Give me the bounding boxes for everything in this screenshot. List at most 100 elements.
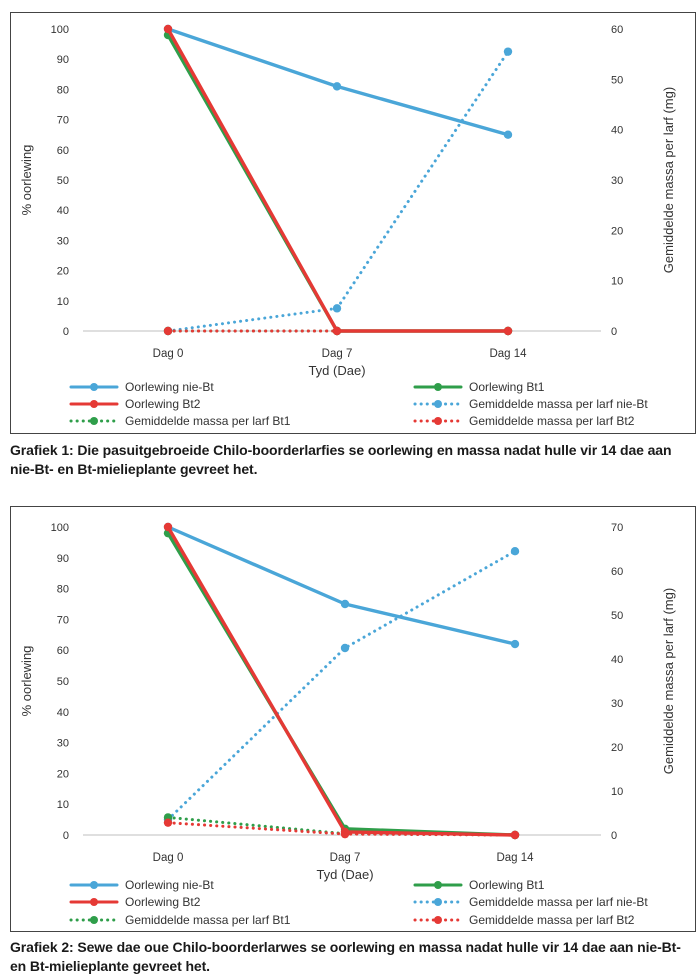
chart-1-data-point-gemiddelde-massa-per-larf-bt2 [163,326,173,336]
chart-2-data-point-oorlewing-bt2 [340,827,350,837]
chart-1-y2-tick-label: 0 [611,326,617,338]
chart-2-x-tick-label: Dag 7 [330,852,361,864]
chart-1-legend-label-oorlewing-bt1: Oorlewing Bt1 [469,380,545,394]
chart-1-y2-axis-title: Gemiddelde massa per larf (mg) [661,87,676,273]
chart-2-data-point-oorlewing-bt2 [163,522,173,532]
chart-2-series-line-oorlewing-bt2 [166,525,517,837]
chart-2-y-tick-label: 10 [57,799,69,811]
chart-2-series-line-gemiddelde-massa-per-larf-nie-bt [166,549,517,822]
chart-2-y2-tick-label: 40 [611,654,623,666]
chart-2-data-point-gemiddelde-massa-per-larf-nie-bt [510,547,520,556]
chart-1-legend-label-gemiddelde-massa-per-larf-bt1: Gemiddelde massa per larf Bt1 [125,414,291,428]
chart-1-y-tick-label: 100 [51,24,69,36]
chart-1-y-tick-label: 50 [57,175,69,187]
chart-1-y-axis-title: % oorlewing [19,145,34,216]
chart-2-legend-marker-gemiddelde-massa-per-larf-nie-bt [434,898,442,906]
chart-1-legend-label-gemiddelde-massa-per-larf-nie-bt: Gemiddelde massa per larf nie-Bt [469,397,648,411]
chart-1-series-line-oorlewing-bt1 [166,33,510,333]
chart-2-legend-marker-gemiddelde-massa-per-larf-bt2 [434,916,442,924]
chart-1-y-tick-label: 10 [57,296,69,308]
chart-1-x-tick-label: Dag 0 [153,348,184,360]
chart-2-y-tick-label: 20 [57,768,69,780]
chart-2-y2-tick-label: 20 [611,742,623,754]
chart-1-legend-label-oorlewing-bt2: Oorlewing Bt2 [125,397,201,411]
chart-2-data-point-gemiddelde-massa-per-larf-nie-bt [340,643,350,653]
chart-1-legend-marker-oorlewing-bt1 [434,383,442,391]
chart-1-data-point-oorlewing-nie-bt [503,130,513,139]
chart-panel-2: 0 10 20 30 40 50 60 70 80 90 100 0 10 20 30 40 50 60 70 Dag… [10,506,696,932]
chart-2-legend-label-gemiddelde-massa-per-larf-nie-bt: Gemiddelde massa per larf nie-Bt [469,895,648,909]
chart-1-legend-label-oorlewing-nie-bt: Oorlewing nie-Bt [125,380,214,394]
chart-2-legend-label-gemiddelde-massa-per-larf-bt1: Gemiddelde massa per larf Bt1 [125,913,291,927]
chart-1-y-tick-label: 80 [57,84,69,96]
chart-1-y-tick-label: 40 [57,205,69,217]
chart-2-y-tick-label: 0 [63,830,69,842]
chart-1-y2-tick-label: 30 [611,175,623,187]
chart-2-y-tick-label: 100 [51,522,69,534]
chart-1-y-tick-label: 70 [57,115,69,127]
chart-2-legend-marker-oorlewing-bt2 [90,898,98,906]
chart-1-y2-tick-label: 60 [611,24,623,36]
chart-1-legend-marker-gemiddelde-massa-per-larf-nie-bt [434,400,442,408]
chart-2-x-tick-label: Dag 0 [153,852,184,864]
chart-2-y-tick-label: 60 [57,645,69,657]
chart-2-y2-tick-label: 50 [611,610,623,622]
chart-2-y-axis-title: % oorlewing [19,646,34,717]
chart-1-legend-label-gemiddelde-massa-per-larf-bt2: Gemiddelde massa per larf Bt2 [469,414,635,428]
chart-2-legend-label-gemiddelde-massa-per-larf-bt2: Gemiddelde massa per larf Bt2 [469,913,635,927]
chart-1-data-point-oorlewing-bt2 [332,326,342,336]
chart-1-y-tick-label: 60 [57,145,69,157]
chart-1-data-point-oorlewing-nie-bt [332,82,342,91]
chart-2-y2-tick-label: 30 [611,698,623,710]
chart-1-data-point-gemiddelde-massa-per-larf-nie-bt [332,304,342,313]
chart-2-y-tick-label: 90 [57,553,69,565]
chart-1-legend-marker-oorlewing-bt2 [90,400,98,408]
chart-1-data-point-oorlewing-bt2 [503,326,513,336]
chart-1-x-axis-title: Tyd (Dae) [308,363,365,378]
chart-2-series-line-oorlewing-bt1 [166,531,517,837]
chart-2-y2-tick-label: 60 [611,566,623,578]
chart-1-y2-tick-label: 40 [611,125,623,137]
chart-panel-1: 0 10 20 30 40 50 60 70 80 90 100 0 10 20 30 40 50 60 Dag 0… [10,12,696,434]
chart-1-series-line-oorlewing-bt2 [166,27,510,333]
chart-2-legend-marker-gemiddelde-massa-per-larf-bt1 [90,916,98,924]
chart-1-svg: 0 10 20 30 40 50 60 70 80 90 100 0 10 20 30 40 50 60 Dag 0… [19,24,676,428]
chart-2-caption: Grafiek 2: Sewe dae oue Chilo-boorderlar… [10,939,681,974]
chart-2-legend-label-oorlewing-bt2: Oorlewing Bt2 [125,895,201,909]
chart-2-y-tick-label: 70 [57,614,69,626]
chart-2-y2-tick-label: 70 [611,522,623,534]
chart-1-y-tick-label: 0 [63,326,69,338]
chart-2-x-tick-label: Dag 14 [496,852,534,864]
chart-1-y2-tick-label: 20 [611,225,623,237]
chart-1-data-point-gemiddelde-massa-per-larf-nie-bt [503,47,513,56]
chart-1-y2-tick-label: 50 [611,74,623,86]
chart-2-series-line-oorlewing-nie-bt [166,525,517,646]
chart-1-caption: Grafiek 1: Die pasuitgebroeide Chilo-boo… [10,442,672,477]
chart-2-y2-axis-title: Gemiddelde massa per larf (mg) [661,588,676,774]
chart-1-legend-marker-gemiddelde-massa-per-larf-bt2 [434,417,442,425]
chart-2-x-axis-title: Tyd (Dae) [316,867,373,882]
chart-2-data-point-gemiddelde-massa-per-larf-bt2 [163,818,173,827]
chart-2-svg: 0 10 20 30 40 50 60 70 80 90 100 0 10 20 30 40 50 60 70 Dag… [19,522,676,927]
chart-2-legend-label-oorlewing-bt1: Oorlewing Bt1 [469,878,545,892]
chart-2-legend-label-oorlewing-nie-bt: Oorlewing nie-Bt [125,878,214,892]
chart-1-data-point-oorlewing-bt2 [163,24,173,34]
chart-2-y-tick-label: 50 [57,676,69,688]
chart-2-legend-marker-oorlewing-bt1 [434,881,442,889]
chart-1-y-tick-label: 20 [57,266,69,278]
chart-1-x-tick-label: Dag 7 [322,348,353,360]
chart-2-y-tick-label: 40 [57,707,69,719]
chart-1-legend-marker-oorlewing-nie-bt [90,383,98,391]
chart-2-y2-tick-label: 10 [611,786,623,798]
chart-2-y2-tick-label: 0 [611,830,617,842]
chart-1-legend-marker-gemiddelde-massa-per-larf-bt1 [90,417,98,425]
chart-1-series-line-gemiddelde-massa-per-larf-nie-bt [166,50,510,333]
chart-2-y-tick-label: 30 [57,738,69,750]
chart-1-x-tick-label: Dag 14 [489,348,527,360]
chart-1-y-tick-label: 30 [57,235,69,247]
chart-1-y-tick-label: 90 [57,54,69,66]
chart-2-data-point-oorlewing-bt2 [510,830,520,840]
chart-1-y2-tick-label: 10 [611,276,623,288]
chart-2-data-point-oorlewing-nie-bt [510,639,520,649]
chart-2-data-point-oorlewing-nie-bt [340,599,350,609]
